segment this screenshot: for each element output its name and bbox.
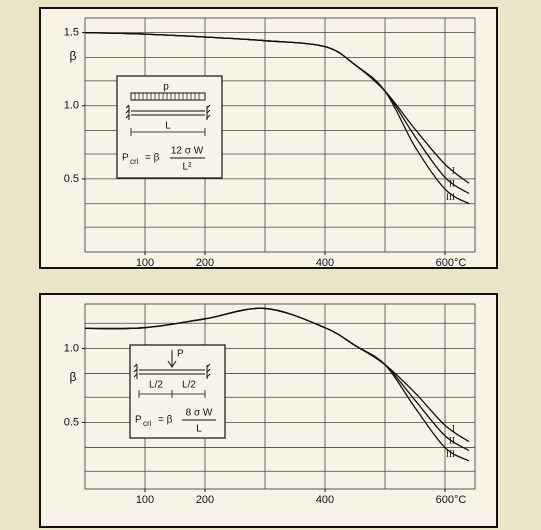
y-tick-label: 0.5 (64, 416, 79, 428)
distributed-load (130, 92, 206, 101)
curve-label: III (446, 449, 455, 459)
plot-area (84, 17, 476, 253)
y-tick-label: 1.0 (64, 100, 79, 112)
y-axis-label: β (70, 49, 77, 63)
x-tick-label: 400 (316, 494, 334, 506)
panel-frame (39, 293, 498, 528)
formula-numerator: 8 σ W (186, 408, 213, 419)
curve-label: II (449, 436, 455, 446)
y-tick-label: 1.5 (64, 27, 79, 39)
span-label: L (165, 121, 171, 132)
inset-box (129, 344, 226, 439)
formula-p: P (122, 153, 129, 164)
curve-label: II (449, 179, 455, 189)
curve-label: III (446, 192, 455, 202)
formula-sub: cri (143, 419, 152, 428)
plot-area (84, 303, 476, 490)
curve-label: I (452, 424, 455, 434)
formula-eq: = β (145, 153, 160, 164)
beam (133, 363, 211, 379)
formula-numerator: 12 σ W (171, 146, 204, 157)
load-label: P (177, 349, 184, 360)
x-tick-label: 600°C (436, 494, 467, 506)
y-tick-label: 1.0 (64, 342, 79, 354)
formula-eq: = β (158, 415, 173, 426)
load-label: p (163, 82, 169, 93)
panel-frame (39, 7, 498, 269)
formula-sub: cri (130, 157, 139, 166)
x-tick-label: 600°C (436, 257, 467, 269)
beam (125, 104, 211, 120)
curve-label: I (452, 165, 455, 175)
half-span-label: L/2 (182, 380, 196, 391)
curve (84, 31, 470, 205)
inset-bottom: P L/2 L/2 P cri = β 8 σ W L (129, 344, 226, 439)
dimension-line (138, 390, 206, 398)
half-span-label: L/2 (149, 380, 163, 391)
x-tick-label: 100 (136, 257, 154, 269)
x-tick-label: 400 (316, 257, 334, 269)
point-load-arrow (167, 350, 177, 368)
x-tick-label: 200 (196, 257, 214, 269)
inset-top: p L P cri = β 12 σ W L² (116, 75, 223, 179)
curve (84, 307, 470, 462)
y-tick-label: 0.5 (64, 173, 79, 185)
formula-denominator: L² (183, 162, 193, 173)
dimension-line (130, 128, 206, 136)
x-tick-label: 200 (196, 494, 214, 506)
y-axis-label: β (70, 370, 77, 384)
formula-p: P (135, 415, 142, 426)
x-tick-label: 100 (136, 494, 154, 506)
formula-denominator: L (196, 424, 202, 435)
load-hatch (134, 93, 200, 100)
insets: p L P cri = β 12 σ W L² P L/2 L/2 P cri … (116, 75, 226, 439)
